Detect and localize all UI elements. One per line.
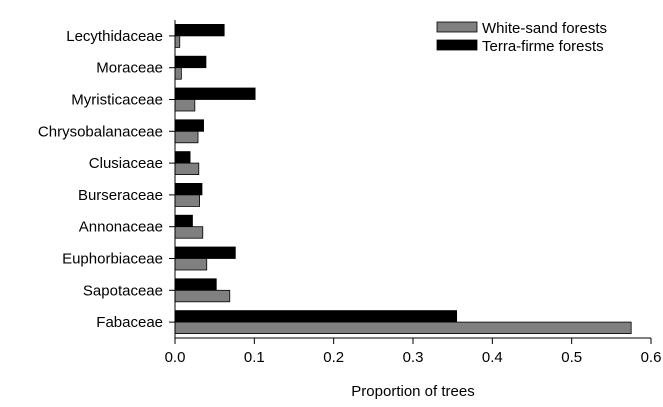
bar-terra-firme bbox=[174, 23, 225, 37]
bar-terra-firme bbox=[174, 151, 191, 164]
y-ticks-group: Lecythidaceae Moraceae Myristicaceae Chryso… bbox=[38, 28, 175, 331]
x-tick-label: 0.3 bbox=[403, 349, 424, 366]
legend-swatch bbox=[436, 39, 478, 51]
bar-terra-firme bbox=[174, 278, 217, 291]
bar-white-sand bbox=[174, 162, 200, 176]
bar-terra-firme bbox=[174, 182, 203, 196]
category-label: Annonaceae bbox=[79, 219, 163, 236]
legend-label: White-sand forests bbox=[482, 20, 607, 37]
category-label: Euphorbiaceae bbox=[62, 251, 163, 268]
bar-white-sand bbox=[174, 130, 199, 144]
category-label: Burseraceae bbox=[78, 187, 163, 204]
category-label: Chrysobalanaceae bbox=[38, 123, 163, 140]
category-label: Myristicaceae bbox=[71, 92, 163, 109]
x-tick-label: 0.5 bbox=[561, 349, 582, 366]
x-axis-label: Proportion of trees bbox=[351, 383, 474, 400]
bars-group bbox=[174, 23, 632, 335]
bar-white-sand bbox=[174, 99, 196, 112]
bar-terra-firme bbox=[174, 214, 193, 228]
bar-terra-firme bbox=[174, 87, 256, 100]
bar-terra-firme bbox=[174, 55, 207, 69]
bar-white-sand bbox=[174, 226, 204, 239]
bar-terra-firme bbox=[174, 246, 236, 259]
x-tick-label: 0.1 bbox=[244, 349, 265, 366]
category-label: Lecythidaceae bbox=[66, 28, 163, 45]
x-tick-label: 0.2 bbox=[323, 349, 344, 366]
bar-white-sand bbox=[174, 67, 182, 80]
bar-terra-firme bbox=[174, 119, 204, 132]
x-tick-label: 0.4 bbox=[482, 349, 503, 366]
category-label: Fabaceae bbox=[96, 314, 163, 331]
legend-swatch bbox=[436, 21, 478, 33]
x-tick-label: 0.0 bbox=[165, 349, 186, 366]
bar-white-sand bbox=[174, 258, 208, 271]
bar-white-sand bbox=[174, 321, 632, 335]
category-label: Moraceae bbox=[96, 60, 163, 77]
legend-label: Terra-firme forests bbox=[482, 38, 604, 55]
x-tick-label: 0.6 bbox=[641, 349, 662, 366]
axes-group bbox=[174, 20, 651, 339]
bar-white-sand bbox=[174, 289, 231, 303]
bar-white-sand bbox=[174, 35, 181, 48]
bar-white-sand bbox=[174, 194, 200, 207]
x-ticks-group: 0.0 0.1 0.2 0.3 0.4 0.5 0.6 bbox=[165, 338, 662, 366]
category-label: Clusiaceae bbox=[89, 155, 163, 172]
category-label: Sapotaceae bbox=[83, 282, 163, 299]
bar-terra-firme bbox=[174, 310, 458, 323]
